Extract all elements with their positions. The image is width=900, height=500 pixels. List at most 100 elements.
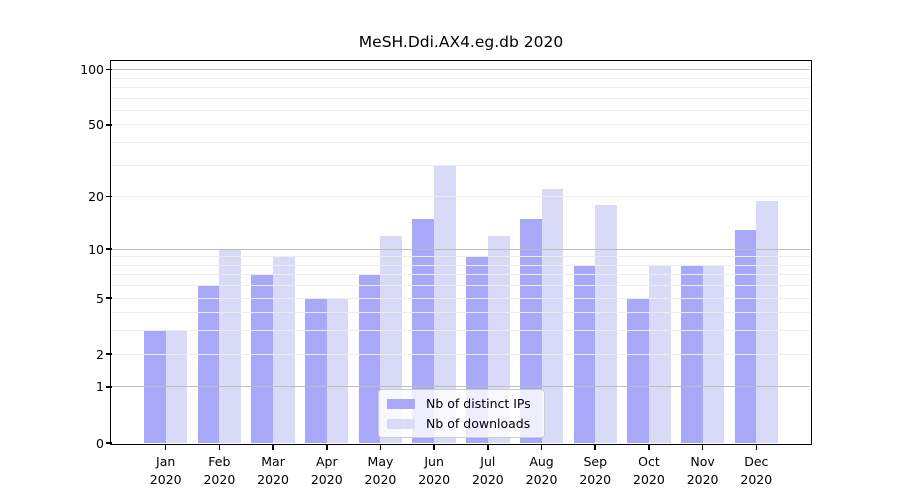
bar-feb-distinct-ips xyxy=(197,285,220,443)
year-label: 2020 xyxy=(310,471,343,487)
month-label: May xyxy=(367,454,394,469)
x-tick-mark xyxy=(379,444,382,451)
legend-item-downloads: Nb of downloads xyxy=(387,416,531,431)
legend-label-downloads: Nb of downloads xyxy=(426,416,531,431)
month-label: Jul xyxy=(480,454,496,469)
year-label: 2020 xyxy=(525,471,558,487)
bar-oct-distinct-ips xyxy=(627,298,649,443)
grid xyxy=(112,62,810,443)
bar-dec-downloads xyxy=(756,200,778,443)
y-tick-mark xyxy=(105,297,112,299)
plot-area: Nb of distinct IPs Nb of downloads xyxy=(110,60,812,445)
legend-label-distinct-ips: Nb of distinct IPs xyxy=(426,396,531,411)
y-tick-label-1: 1 xyxy=(96,379,104,395)
year-label: 2020 xyxy=(364,471,397,487)
y-tick-mark xyxy=(105,124,112,126)
x-tick-mark xyxy=(325,444,328,451)
year-label: 2020 xyxy=(257,471,289,487)
y-tick-label-0: 0 xyxy=(96,435,104,451)
y-tick-mark xyxy=(105,353,112,355)
gridline-minor-2 xyxy=(112,353,810,355)
y-tick-label-2: 2 xyxy=(96,346,104,362)
y-tick-mark xyxy=(105,248,112,250)
y-tick-mark xyxy=(105,442,112,444)
chart-title: MeSH.Ddi.AX4.eg.db 2020 xyxy=(358,33,564,51)
bar-dec-distinct-ips xyxy=(734,229,757,443)
month-label: Jan xyxy=(156,454,176,469)
x-tick-label-feb: Feb 2020 xyxy=(189,453,249,488)
y-tick-label-10: 10 xyxy=(88,241,104,257)
bar-apr-distinct-ips xyxy=(305,298,327,443)
x-tick-mark xyxy=(218,444,221,451)
month-label: Nov xyxy=(690,454,715,469)
legend-item-distinct-ips: Nb of distinct IPs xyxy=(387,396,531,411)
x-tick-label-nov: Nov 2020 xyxy=(673,453,733,488)
gridline-minor-3 xyxy=(112,330,810,332)
x-tick-label-may: May 2020 xyxy=(350,453,410,488)
year-label: 2020 xyxy=(633,471,665,487)
y-tick-label-5: 5 xyxy=(96,290,104,306)
month-label: Dec xyxy=(744,454,769,469)
x-tick-label-aug: Aug 2020 xyxy=(512,453,572,488)
x-tick-mark xyxy=(540,444,543,451)
legend-swatch-downloads xyxy=(387,418,415,429)
legend: Nb of distinct IPs Nb of downloads xyxy=(378,389,545,438)
bar-aug-downloads xyxy=(541,189,564,443)
y-tick-mark xyxy=(105,68,112,71)
gridline-minor-6 xyxy=(112,285,810,287)
gridline-minor-90 xyxy=(112,77,810,79)
month-label: Feb xyxy=(208,454,231,469)
x-tick-mark xyxy=(648,444,650,451)
x-tick-label-oct: Oct 2020 xyxy=(619,453,679,488)
x-tick-label-dec: Dec 2020 xyxy=(726,453,786,488)
x-tick-label-sep: Sep 2020 xyxy=(565,453,625,488)
gridline-major-1 xyxy=(112,386,810,388)
bar-feb-downloads xyxy=(219,249,242,443)
y-tick-mark xyxy=(105,195,112,198)
gridline-minor-40 xyxy=(112,142,810,144)
gridline-minor-8 xyxy=(112,264,810,266)
y-tick-mark xyxy=(105,386,112,388)
gridline-minor-30 xyxy=(112,164,810,166)
bar-mar-distinct-ips xyxy=(251,274,274,443)
month-label: Sep xyxy=(583,454,607,469)
x-tick-mark xyxy=(164,444,167,451)
year-label: 2020 xyxy=(686,471,719,487)
x-tick-mark xyxy=(433,444,435,451)
gridline-minor-4 xyxy=(112,312,810,314)
month-label: Oct xyxy=(638,454,660,469)
x-tick-mark xyxy=(487,444,489,451)
gridline-minor-80 xyxy=(112,87,810,88)
y-tick-label-50: 50 xyxy=(88,117,104,133)
year-label: 2020 xyxy=(149,471,182,487)
year-label: 2020 xyxy=(740,471,773,487)
x-tick-label-jan: Jan 2020 xyxy=(136,453,196,488)
x-tick-mark xyxy=(755,444,758,451)
year-label: 2020 xyxy=(203,471,236,487)
month-label: Jun xyxy=(424,454,444,469)
y-tick-label-100: 100 xyxy=(80,62,104,78)
gridline-minor-5 xyxy=(112,297,810,299)
x-tick-label-mar: Mar 2020 xyxy=(243,453,303,488)
x-tick-label-jul: Jul 2020 xyxy=(458,453,518,488)
gridline-minor-70 xyxy=(112,97,810,99)
gridline-minor-60 xyxy=(112,109,810,111)
year-label: 2020 xyxy=(579,471,612,487)
gridline-minor-50 xyxy=(112,124,810,126)
month-label: Apr xyxy=(315,454,338,469)
x-tick-label-jun: Jun 2020 xyxy=(404,453,464,488)
bar-may-distinct-ips xyxy=(358,274,381,443)
legend-swatch-distinct-ips xyxy=(387,398,415,409)
gridline-major-10 xyxy=(112,248,810,250)
x-tick-mark xyxy=(272,444,274,451)
bar-mar-downloads xyxy=(273,256,295,443)
x-tick-label-apr: Apr 2020 xyxy=(297,453,357,488)
gridline-minor-7 xyxy=(112,274,810,276)
gridline-minor-20 xyxy=(112,196,810,198)
bar-jun-downloads xyxy=(434,165,456,443)
gridline-major-100 xyxy=(112,69,810,71)
bar-sep-downloads xyxy=(595,204,617,443)
gridline-minor-9 xyxy=(112,256,810,258)
year-label: 2020 xyxy=(418,471,451,487)
